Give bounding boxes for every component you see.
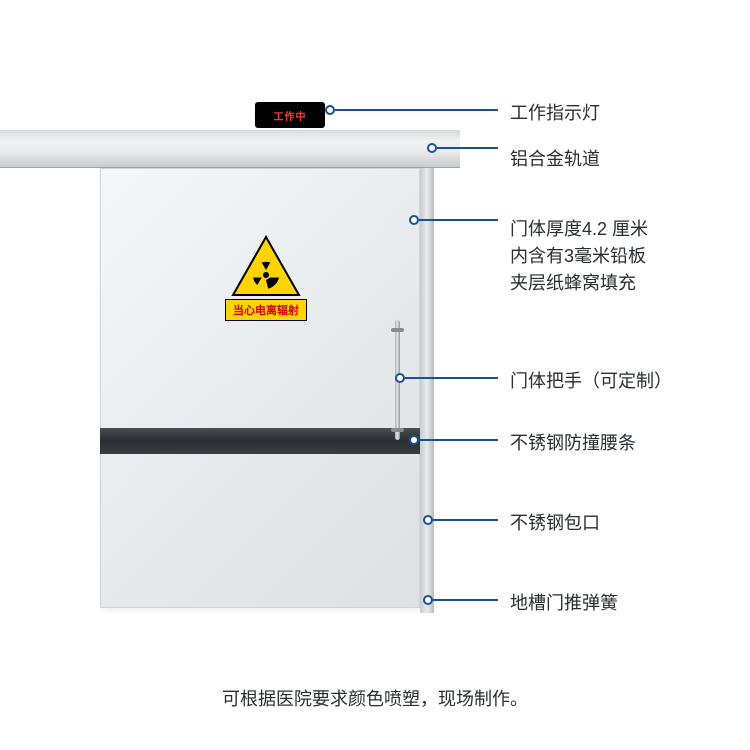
callout-label-c4: 门体把手（可定制） — [510, 368, 672, 395]
callout-label-c2: 铝合金轨道 — [510, 146, 600, 173]
callout-line-c2 — [437, 147, 498, 149]
callout-line-c6 — [433, 519, 498, 521]
callout-dot-c4 — [395, 373, 405, 383]
callout-label-c5: 不锈钢防撞腰条 — [510, 430, 636, 457]
callout-label-c6: 不锈钢包口 — [510, 510, 600, 537]
callout-line-c5 — [419, 439, 498, 441]
radiation-triangle-icon — [231, 235, 301, 297]
callout-dot-c7 — [423, 595, 433, 605]
callout-label-c3: 门体厚度4.2 厘米 内含有3毫米铅板 夹层纸蜂窝填充 — [510, 216, 648, 297]
aluminum-track — [0, 130, 460, 168]
indicator-led-text: 工作中 — [274, 108, 307, 123]
callout-dot-c5 — [409, 435, 419, 445]
callout-label-c1: 工作指示灯 — [510, 100, 600, 127]
anti-collision-waist-strip — [100, 428, 420, 454]
callout-dot-c3 — [409, 215, 419, 225]
callout-line-c3 — [419, 219, 498, 221]
callout-line-c1 — [335, 109, 498, 111]
callout-line-c4 — [405, 377, 498, 379]
footer-note: 可根据医院要求颜色喷塑，现场制作。 — [0, 685, 750, 711]
callout-line-c7 — [433, 599, 498, 601]
radiation-warning-label: 当心电离辐射 — [225, 299, 307, 321]
radiation-warning-sign: 当心电离辐射 — [225, 235, 307, 321]
stainless-edge-frame — [420, 168, 434, 613]
callout-dot-c1 — [325, 105, 335, 115]
callout-label-c7: 地槽门推弹簧 — [510, 590, 618, 617]
diagram-canvas: 工作中 当心电离辐射 工作指示灯铝合金轨道门体厚度4.2 厘米 内含有3毫米铅板… — [0, 0, 750, 750]
work-indicator-light: 工作中 — [255, 102, 325, 128]
door-body — [100, 168, 420, 608]
callout-dot-c2 — [427, 143, 437, 153]
callout-dot-c6 — [423, 515, 433, 525]
